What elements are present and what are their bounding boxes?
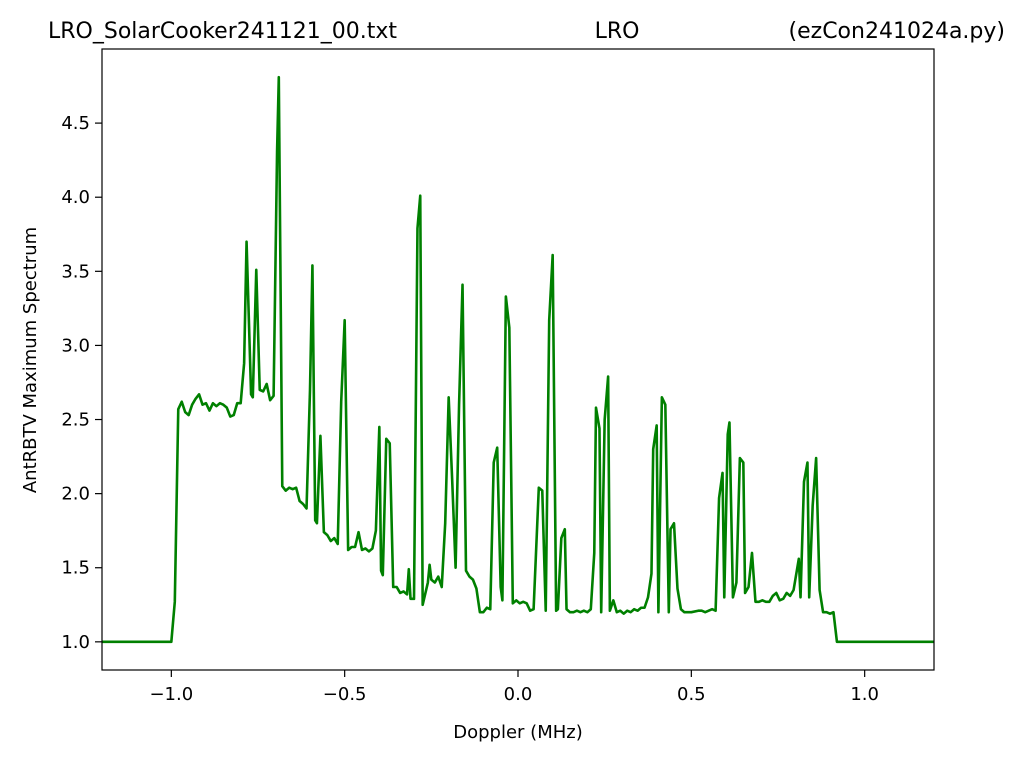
y-tick-label: 2.5 xyxy=(61,410,90,431)
y-tick-label: 3.5 xyxy=(61,261,90,282)
data-line xyxy=(102,75,934,644)
x-tick-label: −1.0 xyxy=(149,684,193,705)
y-tick-label: 4.5 xyxy=(61,113,90,134)
chart-title: LRO xyxy=(595,19,640,44)
chart-title: LRO_SolarCooker241121_00.txt xyxy=(48,19,397,44)
y-tick-label: 4.0 xyxy=(61,187,90,208)
y-axis-label: AntRBTV Maximum Spectrum xyxy=(20,227,41,493)
y-tick-label: 3.0 xyxy=(61,335,90,356)
x-tick-label: −0.5 xyxy=(323,684,367,705)
y-tick-label: 2.0 xyxy=(61,484,90,505)
y-tick-label: 1.5 xyxy=(61,558,90,579)
axes-frame xyxy=(101,48,935,671)
y-tick-label: 1.0 xyxy=(61,632,90,653)
plot-layer: 1.0 1.5 2.0 2.5 3.0 3.5 4.0 4.5 −1.0 −0.5 0.0 0.5 1.… xyxy=(61,75,934,705)
x-tick-label: 0.5 xyxy=(677,684,706,705)
chart-title: (ezCon241024a.py) xyxy=(789,19,1005,44)
x-axis-label: Doppler (MHz) xyxy=(453,722,582,743)
x-tick-label: 0.0 xyxy=(504,684,533,705)
x-tick-label: 1.0 xyxy=(850,684,879,705)
